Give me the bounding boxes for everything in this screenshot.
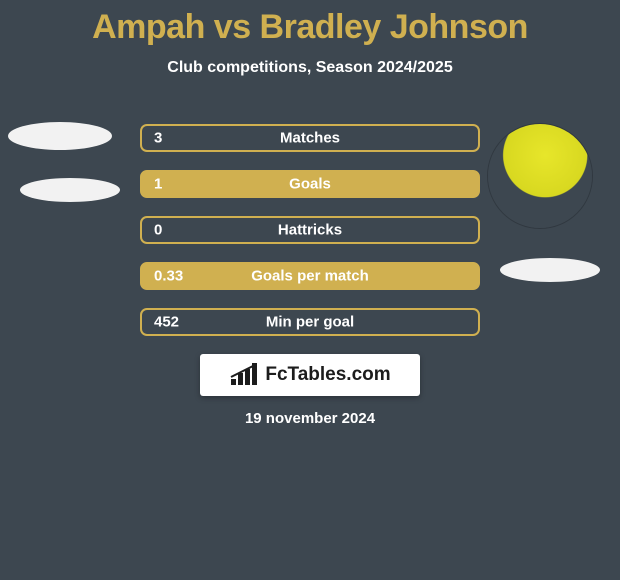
snapshot-date: 19 november 2024: [0, 410, 620, 427]
stat-bar: 1Goals: [140, 170, 480, 198]
player-left-name-placeholder: [20, 178, 120, 202]
source-badge: FcTables.com: [200, 354, 420, 396]
stat-bar: 0Hattricks: [140, 216, 480, 244]
player-right-name-placeholder: [500, 258, 600, 282]
stat-bars: 3Matches 1Goals 0Hattricks 0.33Goals per ma…: [140, 124, 480, 354]
player-right-avatar: [488, 124, 592, 228]
comparison-infographic: Ampah vs Bradley Johnson Club competitio…: [0, 0, 620, 580]
stat-label: Hattricks: [142, 222, 478, 239]
stat-label: Goals: [142, 176, 478, 193]
stat-label: Matches: [142, 130, 478, 147]
player-left-avatar-placeholder: [8, 122, 112, 150]
stat-label: Goals per match: [142, 268, 478, 285]
subtitle: Club competitions, Season 2024/2025: [0, 59, 620, 77]
stat-label: Min per goal: [142, 314, 478, 331]
stat-bar: 452Min per goal: [140, 308, 480, 336]
stat-bar: 3Matches: [140, 124, 480, 152]
bar-chart-icon: [229, 363, 259, 387]
stat-bar: 0.33Goals per match: [140, 262, 480, 290]
source-badge-text: FcTables.com: [265, 364, 390, 386]
page-title: Ampah vs Bradley Johnson: [0, 0, 620, 47]
